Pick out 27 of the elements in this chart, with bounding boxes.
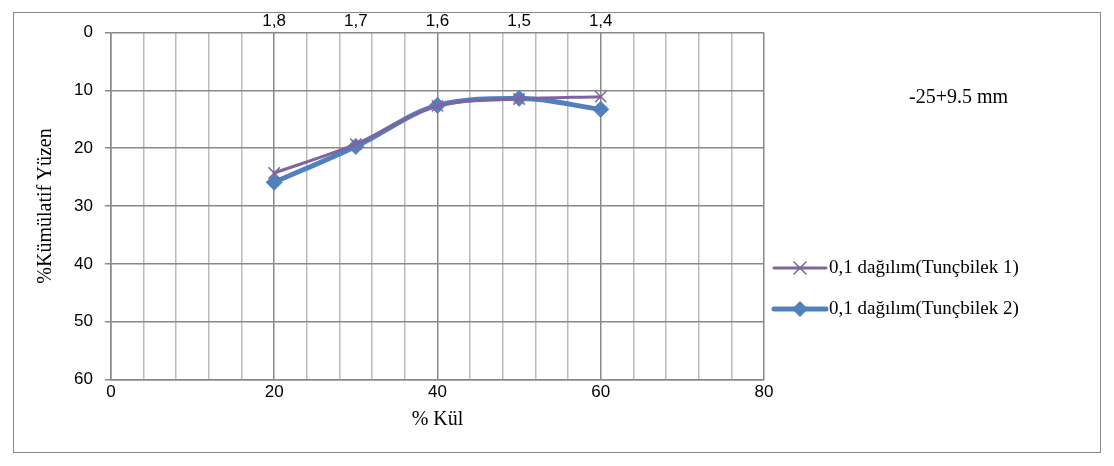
x2-tick-label: 1,5: [507, 10, 531, 30]
y-axis-title: %Kümülatif Yüzen: [33, 128, 56, 284]
y-tick-label: 0: [83, 22, 93, 42]
point: [267, 166, 281, 180]
y-tick-label: 60: [73, 369, 93, 389]
x2-tick-label: 1,6: [425, 10, 450, 30]
x-tick-label: 0: [106, 382, 116, 402]
x-tick-label: 80: [754, 382, 774, 402]
legend-label: 0,1 dağılım(Tunçbilek 1): [829, 255, 1019, 278]
point: [349, 137, 363, 151]
y-tick-label: 30: [73, 195, 93, 215]
y-tick-label: 20: [73, 137, 93, 157]
point: [592, 100, 610, 118]
x-tick-label: 20: [264, 382, 284, 402]
y-tick-label: 40: [73, 253, 93, 273]
x2-tick-label: 1,7: [344, 10, 368, 30]
point: [594, 90, 608, 104]
x-tick-label: 60: [591, 382, 611, 402]
x-axis-title: % Kül: [411, 407, 464, 430]
x2-tick-label: 1,4: [588, 10, 613, 30]
y-tick-label: 10: [73, 79, 93, 99]
legend-label: 0,1 dağılım(Tunçbilek 2): [829, 296, 1019, 319]
x2-tick-label: 1,8: [262, 10, 286, 30]
point: [265, 173, 283, 191]
text: -25+9.5 mm: [909, 85, 1009, 108]
x-tick-label: 40: [427, 382, 447, 402]
y-tick-label: 50: [73, 311, 93, 331]
